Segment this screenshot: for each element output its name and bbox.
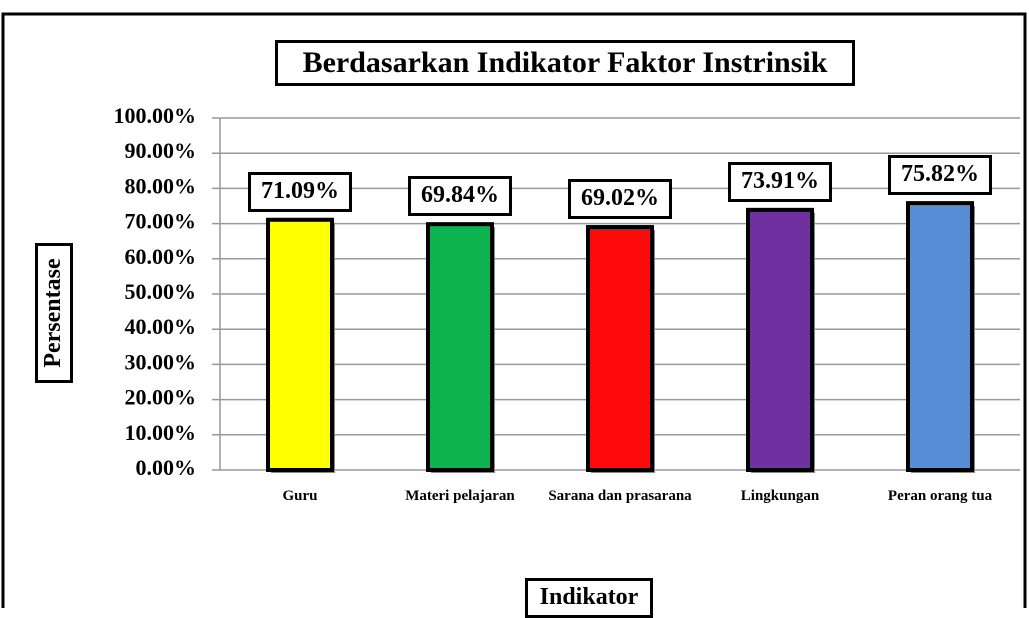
x-axis-label: Indikator	[525, 578, 653, 618]
y-tick-label: 40.00%	[125, 314, 197, 339]
y-tick-label: 70.00%	[125, 209, 197, 234]
value-label: 71.09%	[248, 171, 352, 212]
bar	[266, 217, 334, 472]
x-tick-label: Materi pelajaran	[405, 488, 515, 504]
y-tick-label: 60.00%	[125, 244, 197, 269]
x-tick-label: Peran orang tua	[887, 488, 993, 504]
value-label: 69.02%	[568, 179, 672, 220]
y-tick-label: 90.00%	[125, 138, 197, 163]
value-label: 73.91%	[728, 161, 832, 202]
y-tick-label: 0.00%	[136, 455, 197, 480]
bar	[746, 207, 814, 473]
bar	[426, 222, 494, 472]
y-tick-label: 50.00%	[125, 279, 197, 304]
y-axis-label: Persentase	[35, 243, 73, 383]
y-tick-label: 80.00%	[125, 173, 197, 198]
x-tick-label: Sarana dan prasarana	[548, 488, 692, 504]
y-tick-label: 100.00%	[114, 103, 197, 128]
y-tick-label: 20.00%	[125, 385, 197, 410]
x-tick-label: Lingkungan	[740, 488, 820, 504]
value-label: 75.82%	[888, 155, 992, 196]
y-tick-label: 30.00%	[125, 349, 197, 374]
chart-title: Berdasarkan Indikator Faktor Instrinsik	[275, 40, 855, 86]
bar	[906, 201, 974, 473]
chart-frame	[1, 12, 1027, 608]
bar	[586, 225, 654, 472]
y-tick-label: 10.00%	[125, 420, 197, 445]
value-label: 69.84%	[408, 176, 512, 217]
x-tick-label: Guru	[282, 488, 318, 504]
